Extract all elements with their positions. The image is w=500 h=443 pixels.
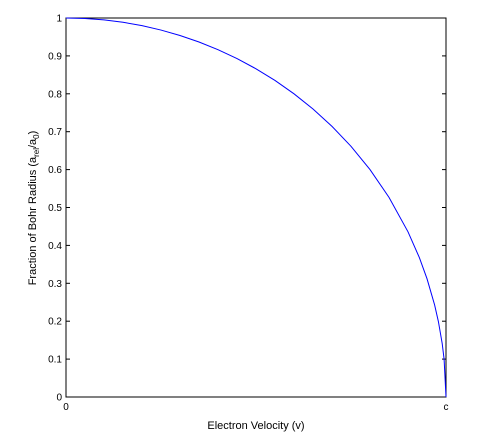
y-axis-title: Fraction of Bohr Radius (arel/a0)	[27, 131, 41, 286]
y-tick-label: 0.8	[48, 89, 62, 100]
y-tick-label: 1	[56, 14, 62, 25]
y-tick-label: 0.6	[48, 165, 62, 176]
y-tick-label: 0	[56, 393, 62, 404]
y-tick-label: 0.7	[48, 127, 62, 138]
y-tick-label: 0.4	[48, 241, 62, 252]
y-tick-label: 0.5	[48, 203, 62, 214]
plot-area	[66, 18, 446, 397]
x-axis-title: Electron Velocity (v)	[207, 420, 304, 432]
x-tick-label: c	[444, 402, 449, 413]
y-axis-title-main: Fraction of Bohr Radius (a	[27, 156, 39, 285]
y-tick-label: 0.9	[48, 51, 62, 62]
y-tick-label: 0.3	[48, 279, 62, 290]
y-axis-title-sub-rel: rel	[32, 148, 41, 157]
y-axis-title-end: )	[27, 131, 39, 135]
y-tick-label: 0.1	[48, 355, 62, 366]
x-tick-label: 0	[63, 402, 69, 413]
y-tick-label: 0.2	[48, 317, 62, 328]
